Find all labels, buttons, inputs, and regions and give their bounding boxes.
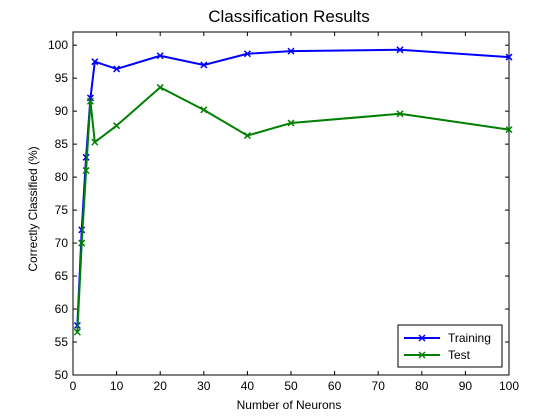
chart-legend: Training Test bbox=[397, 324, 503, 368]
marker-stroke bbox=[243, 132, 251, 140]
data-point-training bbox=[91, 58, 99, 66]
y-tick-label: 80 bbox=[55, 170, 69, 184]
marker-stroke bbox=[113, 65, 121, 73]
legend-label-training: Training bbox=[448, 331, 491, 345]
plot-frame bbox=[72, 31, 510, 376]
y-tick-label: 65 bbox=[55, 269, 69, 283]
x-axis-ticks: 0 10 20 30 40 50 60 70 80 90 100 bbox=[70, 32, 519, 393]
y-tick-label: 60 bbox=[55, 302, 69, 316]
data-point-test bbox=[78, 239, 86, 247]
marker-stroke bbox=[396, 46, 404, 54]
x-tick-label: 20 bbox=[154, 379, 168, 393]
marker-stroke bbox=[505, 126, 513, 134]
legend-marker-test bbox=[418, 351, 426, 359]
y-tick-label: 75 bbox=[55, 203, 69, 217]
x-tick-label: 60 bbox=[328, 379, 342, 393]
marker-stroke bbox=[287, 119, 295, 127]
data-point-training bbox=[396, 46, 404, 54]
y-axis-ticks: 50 55 60 65 70 75 80 85 90 95 100 bbox=[48, 38, 509, 382]
data-point-test bbox=[73, 328, 81, 336]
data-point-training bbox=[113, 65, 121, 73]
data-point-test bbox=[86, 97, 94, 105]
marker-stroke bbox=[505, 53, 513, 61]
data-point-training bbox=[156, 52, 164, 60]
x-tick-label: 0 bbox=[70, 379, 77, 393]
data-point-test bbox=[82, 166, 90, 175]
marker-stroke bbox=[200, 106, 208, 114]
data-point-test bbox=[200, 106, 208, 114]
y-tick-label: 55 bbox=[55, 335, 69, 349]
marker-stroke bbox=[91, 138, 99, 146]
x-tick-label: 70 bbox=[372, 379, 386, 393]
data-point-test bbox=[505, 126, 513, 134]
x-tick-label: 40 bbox=[241, 379, 255, 393]
data-point-training bbox=[287, 47, 295, 55]
x-tick-label: 90 bbox=[459, 379, 473, 393]
marker-stroke bbox=[113, 122, 121, 130]
marker-stroke bbox=[396, 110, 404, 118]
marker-stroke bbox=[82, 166, 90, 175]
marker-stroke bbox=[73, 328, 81, 336]
marker-stroke bbox=[156, 52, 164, 60]
legend-box bbox=[397, 324, 503, 368]
legend-label-test: Test bbox=[448, 348, 471, 362]
x-tick-label: 50 bbox=[284, 379, 298, 393]
x-tick-label: 30 bbox=[197, 379, 211, 393]
y-tick-label: 50 bbox=[55, 368, 69, 382]
data-point-test bbox=[243, 132, 251, 140]
y-tick-label: 95 bbox=[55, 71, 69, 85]
y-tick-label: 85 bbox=[55, 137, 69, 151]
y-tick-label: 100 bbox=[48, 38, 68, 52]
y-tick-label: 90 bbox=[55, 104, 69, 118]
x-axis-label: Number of Neurons bbox=[237, 398, 342, 412]
series-line-test bbox=[76, 86, 510, 333]
marker-stroke bbox=[86, 97, 94, 105]
data-point-test bbox=[113, 122, 121, 130]
plot-area: 0 10 20 30 40 50 60 70 80 90 100 50 55 60 65 70 75 80 85 9… bbox=[48, 31, 519, 393]
x-tick-label: 10 bbox=[110, 379, 124, 393]
series-layer bbox=[73, 46, 513, 336]
marker-stroke bbox=[91, 58, 99, 66]
data-point-test bbox=[396, 110, 404, 118]
legend-marker-training bbox=[418, 334, 426, 342]
x-tick-label: 100 bbox=[499, 379, 519, 393]
chart-title: Classification Results bbox=[208, 7, 370, 26]
marker-stroke bbox=[287, 47, 295, 55]
data-point-training bbox=[243, 50, 251, 58]
data-point-test bbox=[287, 119, 295, 127]
marker-stroke bbox=[156, 83, 164, 91]
marker-stroke bbox=[78, 239, 86, 247]
y-tick-label: 70 bbox=[55, 236, 69, 250]
data-point-test bbox=[91, 138, 99, 146]
data-point-training bbox=[505, 53, 513, 61]
x-tick-label: 80 bbox=[415, 379, 429, 393]
marker-stroke bbox=[200, 61, 208, 69]
y-axis-label: Correctly Classified (%) bbox=[26, 146, 40, 271]
data-point-training bbox=[200, 61, 208, 69]
data-point-test bbox=[156, 83, 164, 91]
marker-stroke bbox=[243, 50, 251, 58]
